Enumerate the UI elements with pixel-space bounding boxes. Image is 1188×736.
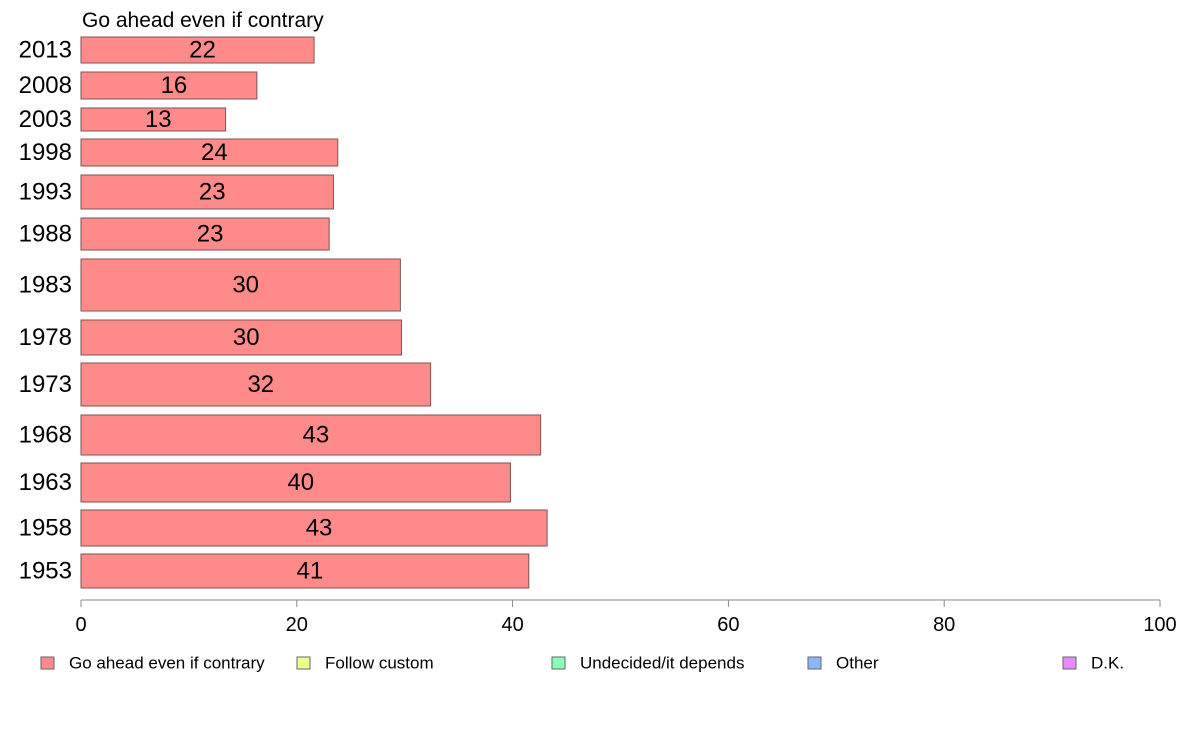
bar-value-label: 32 bbox=[247, 371, 274, 398]
category-label: 2003 bbox=[19, 106, 72, 133]
category-label: 1988 bbox=[19, 221, 72, 248]
bar bbox=[80, 107, 227, 132]
bar-value-label: 13 bbox=[145, 106, 172, 133]
x-tick-label: 0 bbox=[75, 614, 86, 636]
legend-swatch bbox=[551, 656, 566, 670]
x-axis: 0 20 40 60 80 100 bbox=[75, 599, 1177, 636]
legend-swatch bbox=[1062, 656, 1077, 670]
legend-label: Undecided/it depends bbox=[580, 654, 744, 673]
bar bbox=[80, 319, 402, 356]
category-label: 1978 bbox=[19, 324, 72, 351]
bar bbox=[80, 138, 339, 167]
bar-value-label: 40 bbox=[287, 469, 314, 496]
bar-value-label: 41 bbox=[297, 558, 324, 585]
legend-label: Go ahead even if contrary bbox=[69, 654, 265, 673]
bar bbox=[80, 509, 548, 547]
bar-value-label: 43 bbox=[306, 515, 333, 542]
legend-swatch bbox=[807, 656, 822, 670]
bar-value-label: 43 bbox=[302, 422, 329, 449]
legend: Go ahead even if contrary Follow custom Un… bbox=[40, 654, 1124, 673]
x-tick-label: 100 bbox=[1143, 614, 1176, 636]
category-label: 1958 bbox=[19, 515, 72, 542]
bar bbox=[80, 362, 432, 407]
bar-value-label: 23 bbox=[199, 179, 226, 206]
bar bbox=[80, 414, 542, 456]
legend-label: D.K. bbox=[1091, 654, 1124, 673]
legend-label: Other bbox=[836, 654, 879, 673]
bar-value-label: 24 bbox=[201, 139, 228, 166]
x-tick-label: 80 bbox=[933, 614, 955, 636]
bar bbox=[80, 71, 258, 100]
legend-swatch bbox=[40, 656, 55, 670]
bar-value-label: 30 bbox=[233, 324, 260, 351]
category-label: 1963 bbox=[19, 469, 72, 496]
bar bbox=[80, 174, 334, 210]
category-label: 1993 bbox=[19, 179, 72, 206]
legend-label: Follow custom bbox=[325, 654, 434, 673]
legend-swatch bbox=[296, 656, 311, 670]
category-label: 2008 bbox=[19, 72, 72, 99]
category-label: 1953 bbox=[19, 558, 72, 585]
category-label: 1973 bbox=[19, 371, 72, 398]
bar-value-label: 22 bbox=[189, 37, 216, 64]
x-tick-label: 60 bbox=[717, 614, 739, 636]
bars-group: 2013 22 2008 16 2003 13 1998 24 1993 23 1988 23 1983… bbox=[19, 36, 548, 589]
category-label: 1983 bbox=[19, 272, 72, 299]
bar bbox=[80, 258, 401, 312]
bar-value-label: 16 bbox=[161, 72, 188, 99]
category-label: 1998 bbox=[19, 139, 72, 166]
x-tick-label: 40 bbox=[501, 614, 523, 636]
bar bbox=[80, 462, 511, 503]
category-label: 1968 bbox=[19, 422, 72, 449]
category-label: 2013 bbox=[19, 37, 72, 64]
x-tick-label: 20 bbox=[286, 614, 308, 636]
bar bbox=[80, 36, 315, 64]
bar bbox=[80, 553, 530, 589]
bar-value-label: 30 bbox=[232, 272, 259, 299]
bar-value-label: 23 bbox=[197, 221, 224, 248]
panel-title: Go ahead even if contrary bbox=[82, 9, 324, 32]
bar bbox=[80, 217, 330, 251]
